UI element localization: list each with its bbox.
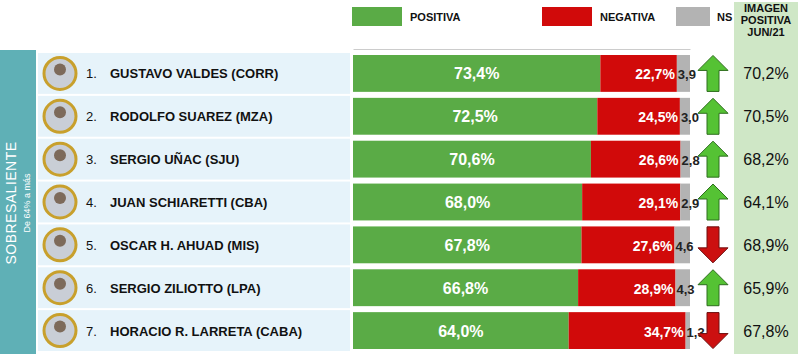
rank: 7.: [86, 324, 97, 339]
category-label: RODOLFO SUAREZ (MZA): [110, 109, 272, 124]
photo: [44, 186, 76, 218]
data-label: 73,4%: [454, 65, 499, 82]
comparison-value: 68,2%: [743, 151, 788, 168]
legend-label: NEGATIVA: [600, 11, 655, 23]
legend-swatch: [676, 7, 710, 26]
data-label: 4,3: [677, 282, 695, 297]
bar-segment: [582, 184, 680, 221]
data-label: 3,9: [678, 67, 696, 82]
data-label: 3,0: [681, 110, 699, 125]
bar-segment: [353, 269, 578, 306]
group-sublabel: De 64% a más: [22, 173, 32, 233]
rank: 2.: [86, 109, 97, 124]
rank: 1.: [86, 66, 97, 81]
bar-segment: [597, 98, 680, 135]
comparison-value: 68,9%: [743, 237, 788, 254]
bar-segment: [591, 141, 681, 178]
bar-segment: [600, 55, 676, 92]
chart: SOBRESALIENTEDe 64% a más POSITIVA NEGATIV…: [0, 0, 798, 354]
trend-arrow: [698, 184, 728, 220]
data-label: 34,7%: [644, 324, 684, 340]
data-label: 64,0%: [438, 323, 483, 340]
photo-head: [54, 63, 66, 75]
bar-segment: [581, 226, 674, 263]
trend-arrow: [698, 55, 728, 91]
comparison-value: 70,2%: [743, 65, 788, 82]
group-label: SOBRESALIENTE: [3, 141, 19, 264]
photo-head: [54, 321, 66, 333]
bar-segment: [353, 312, 569, 349]
photo: [44, 229, 76, 261]
trend-arrow: [698, 227, 728, 263]
data-label: 70,6%: [449, 151, 494, 168]
bar-segment: [353, 55, 600, 92]
row-background: [38, 310, 350, 351]
comparison-column: [734, 2, 798, 354]
rank: 5.: [86, 238, 97, 253]
photo: [44, 100, 76, 132]
data-labels: 73,4% 22,7%3,9 72,5% 24,5%3,0 70,6% 26,6%2,8 6…: [438, 65, 705, 339]
row-background: [38, 96, 350, 137]
data-label: 24,5%: [638, 109, 678, 125]
row-background: [38, 53, 350, 94]
data-label: 22,7%: [635, 66, 675, 82]
data-label: 4,6: [675, 239, 693, 254]
data-label: 2,8: [682, 153, 700, 168]
comparison-value: 64,1%: [743, 194, 788, 211]
trend-arrow: [698, 313, 728, 349]
photo-head: [54, 278, 66, 290]
comparison-value: 70,5%: [743, 108, 788, 125]
photo: [44, 57, 76, 89]
bar-segment: [578, 269, 675, 306]
rank: 6.: [86, 281, 97, 296]
category-label: SERGIO UÑAC (SJU): [110, 152, 239, 167]
bar-segment: [569, 312, 686, 349]
photo-head: [54, 149, 66, 161]
photo-head: [54, 235, 66, 247]
data-label: 67,8%: [445, 237, 490, 254]
row-background: [38, 139, 350, 180]
rank: 3.: [86, 152, 97, 167]
data-label: 68,0%: [445, 194, 490, 211]
comparison-title: IMAGENPOSITIVAJUN/21: [741, 2, 792, 38]
rank: 4.: [86, 195, 97, 210]
bar-segment: [353, 98, 597, 135]
row-background: [38, 224, 350, 265]
legend-swatch: [542, 7, 592, 26]
photo: [44, 315, 76, 347]
comparison-value: 65,9%: [743, 280, 788, 297]
legend-swatch: [352, 7, 402, 26]
data-label: 29,1%: [639, 195, 679, 211]
bar-segment: [353, 226, 581, 263]
bars: [353, 55, 690, 349]
data-label: 27,6%: [633, 238, 673, 254]
category-label: JUAN SCHIARETTI (CBA): [110, 195, 267, 210]
trend-arrow: [698, 141, 728, 177]
x-axis-domain: [354, 49, 691, 50]
data-label: 66,8%: [443, 280, 488, 297]
row-background: [38, 182, 350, 223]
bar-segment: [353, 141, 591, 178]
row-background: [38, 267, 350, 308]
category-label: OSCAR H. AHUAD (MIS): [110, 238, 259, 253]
trend-arrow: [698, 98, 728, 134]
photo: [44, 272, 76, 304]
photo-head: [54, 106, 66, 118]
data-label: 26,6%: [639, 152, 679, 168]
data-label: 2,9: [681, 196, 699, 211]
photo: [44, 143, 76, 175]
photo-head: [54, 192, 66, 204]
category-label: HORACIO R. LARRETA (CABA): [110, 324, 302, 339]
data-label: 28,9%: [634, 281, 674, 297]
category-label: GUSTAVO VALDES (CORR): [110, 66, 278, 81]
category-label: SERGIO ZILIOTTO (LPA): [110, 281, 260, 296]
group-band: [0, 50, 36, 354]
x-axis: [354, 49, 691, 50]
comparison-value: 67,8%: [743, 323, 788, 340]
data-label: 72,5%: [452, 108, 497, 125]
trend-arrow: [698, 270, 728, 306]
legend-label: POSITIVA: [410, 11, 461, 23]
bar-segment: [353, 184, 582, 221]
